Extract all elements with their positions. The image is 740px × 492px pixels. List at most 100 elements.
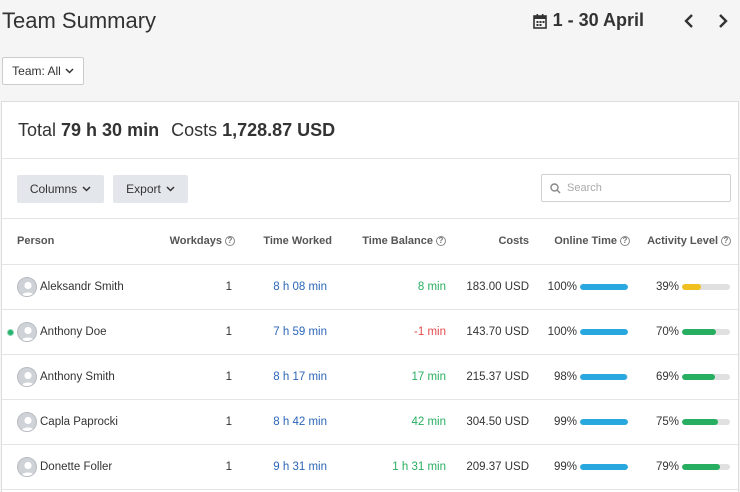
chevron-right-icon [719,13,728,28]
time-worked-link[interactable]: 8 h 08 min [273,280,327,293]
person-name[interactable]: Aleksandr Smith [40,280,124,293]
avatar [17,366,37,387]
chevron-down-icon [166,186,175,192]
chevron-left-icon [684,13,693,28]
person-cell[interactable]: Capla Paprocki [2,399,142,445]
person-name[interactable]: Donette Foller [40,460,113,473]
table-toolbar: Columns Export [2,159,738,219]
time-balance-value: 42 min [411,415,446,428]
table-row[interactable]: Donette Foller 1 9 h 31 min 1 h 31 min 209.3… [2,444,738,490]
total-label: Total [18,119,57,140]
person-cell[interactable]: Aleksandr Smith [2,264,142,310]
table-row[interactable]: Anthony Smith 1 8 h 17 min 17 min 215.37 USD… [2,354,738,400]
online-time-value: 99% [553,415,577,428]
online-time-bar [580,463,628,470]
column-header-workdays[interactable]: Workdays? [142,219,235,265]
export-button-label: Export [126,182,161,196]
costs-cell: 143.70 USD [449,309,532,355]
column-header-time-balance[interactable]: Time Balance? [342,219,449,265]
avatar [17,456,37,477]
time-balance-value: 17 min [411,370,446,383]
avatar [17,276,37,297]
time-balance-value: 8 min [417,280,446,293]
costs-label: Costs [171,119,218,140]
total-value: 79 h 30 min [61,119,160,140]
time-worked-link[interactable]: 8 h 17 min [273,370,327,383]
search-box [541,174,731,202]
activity-level-value: 39% [655,280,679,293]
time-worked-link[interactable]: 9 h 31 min [273,460,327,473]
online-time-bar [580,373,628,380]
activity-level-bar [682,418,730,425]
activity-level-value: 79% [655,460,679,473]
column-header-costs[interactable]: Costs [449,219,532,265]
activity-level-value: 75% [655,415,679,428]
columns-button[interactable]: Columns [17,175,104,203]
activity-level-bar [682,328,730,335]
person-name[interactable]: Anthony Doe [40,325,107,338]
team-summary-table: Person Workdays? Time Worked Time Balanc… [2,219,738,490]
workdays-cell: 1 [142,399,235,445]
search-icon [550,182,561,194]
online-status-dot [7,328,14,336]
previous-period-button[interactable] [682,13,696,29]
calendar-icon[interactable] [532,13,547,29]
export-button[interactable]: Export [113,175,188,203]
person-name[interactable]: Capla Paprocki [40,415,118,428]
activity-level-bar [682,373,730,380]
date-range-label[interactable]: 1 - 30 April [552,10,644,30]
column-header-activity-level[interactable]: Activity Level? [632,219,738,265]
activity-level-bar [682,283,730,290]
help-icon[interactable]: ? [436,236,446,247]
costs-value: 1,728.87 USD [222,119,336,140]
workdays-cell: 1 [142,309,235,355]
next-period-button[interactable] [716,13,730,29]
table-row[interactable]: Capla Paprocki 1 8 h 42 min 42 min 304.50 US… [2,399,738,445]
online-time-value: 100% [547,280,577,293]
table-header-row: Person Workdays? Time Worked Time Balanc… [2,219,738,265]
person-cell[interactable]: Anthony Smith [2,354,142,400]
online-time-bar [580,418,628,425]
column-header-online-time[interactable]: Online Time? [532,219,632,265]
costs-cell: 209.37 USD [449,444,532,490]
chevron-down-icon [82,186,91,192]
summary-bar: Total 79 h 30 min Costs 1,728.87 USD [2,102,738,159]
search-input[interactable] [567,182,717,194]
column-header-time-worked[interactable]: Time Worked [235,219,342,265]
activity-level-value: 69% [655,370,679,383]
columns-button-label: Columns [29,182,78,196]
avatar [17,321,37,342]
table-row[interactable]: Aleksandr Smith 1 8 h 08 min 8 min 183.00 US… [2,264,738,310]
time-worked-link[interactable]: 7 h 59 min [273,325,327,338]
costs-cell: 304.50 USD [449,399,532,445]
page-title: Team Summary [2,8,157,33]
person-cell[interactable]: Anthony Doe [2,309,142,355]
workdays-cell: 1 [142,444,235,490]
avatar [17,411,37,432]
help-icon[interactable]: ? [721,236,731,247]
person-name[interactable]: Anthony Smith [40,370,115,383]
time-balance-value: 1 h 31 min [392,460,446,473]
costs-cell: 183.00 USD [449,264,532,310]
date-navigator: 1 - 30 April [532,10,730,31]
activity-level-value: 70% [655,325,679,338]
table-row[interactable]: Anthony Doe 1 7 h 59 min -1 min 143.70 USD 10… [2,309,738,355]
time-balance-value: -1 min [414,325,446,338]
team-filter-dropdown[interactable]: Team: All [2,57,84,85]
online-time-bar [580,283,628,290]
online-time-value: 98% [553,370,577,383]
column-header-person[interactable]: Person [2,219,142,265]
costs-cell: 215.37 USD [449,354,532,400]
workdays-cell: 1 [142,354,235,400]
chevron-down-icon [65,68,74,74]
workdays-cell: 1 [142,264,235,310]
team-summary-card: Total 79 h 30 min Costs 1,728.87 USD Col… [1,101,739,492]
online-time-value: 100% [547,325,577,338]
person-cell[interactable]: Donette Foller [2,444,142,490]
help-icon[interactable]: ? [225,236,235,247]
time-worked-link[interactable]: 8 h 42 min [273,415,327,428]
activity-level-bar [682,463,730,470]
team-filter-label: Team: All [12,64,61,78]
help-icon[interactable]: ? [620,236,630,247]
online-time-value: 99% [553,460,577,473]
